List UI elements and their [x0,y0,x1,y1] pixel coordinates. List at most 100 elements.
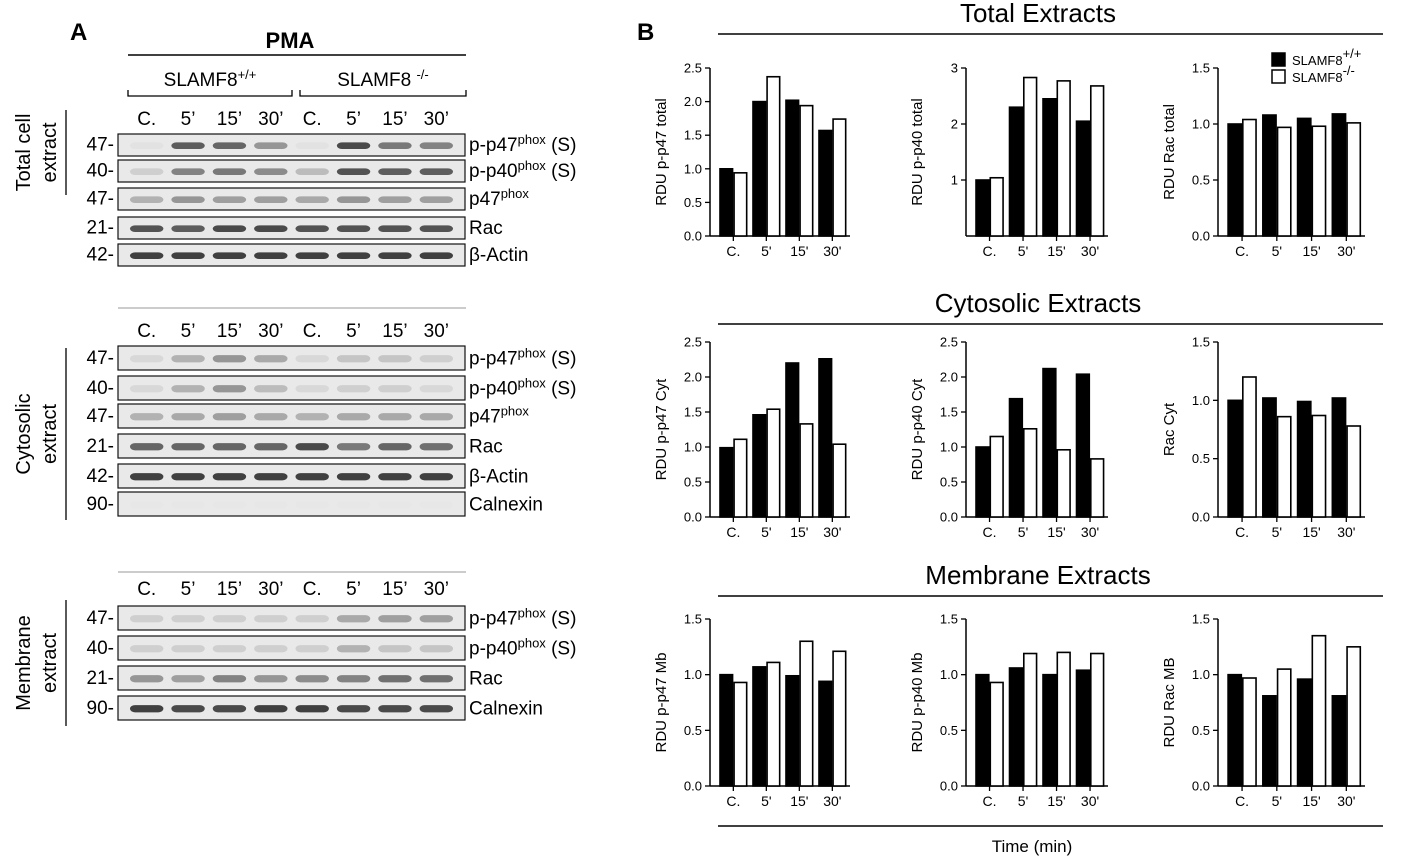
y-tick-label: 1.0 [684,440,702,455]
protein-label-sup: phox [518,635,547,650]
protein-label-suffix: (S) [546,639,577,660]
blot-row: 21- Rac [87,665,503,691]
lane-label: C. [303,579,322,600]
bar [1331,113,1347,237]
protein-label-base: p47 [469,189,501,210]
section-label-line: extract [39,122,61,182]
protein-label: β-Actin [469,245,529,266]
blot-band [171,385,205,393]
bar-chart: 0.0 0.5 1.0 1.5 2.0 2.5 RDU p-p47 total C. 5' 15'… [653,61,850,259]
y-tick-label: 1.5 [684,128,702,143]
y-tick-label: 0.0 [684,779,702,794]
blot-band [336,385,371,393]
blot-band [378,473,412,481]
blot-band [212,501,247,509]
lane-label: C. [303,109,322,130]
x-tick-label: 5' [1272,524,1282,540]
blot-strip [117,491,466,517]
blot-band [295,196,329,203]
bar [752,666,767,787]
protein-label: p-p40phox (S) [469,158,576,183]
protein-label: p47phox [469,403,529,428]
blot-band [171,645,205,653]
y-tick-label: 2.0 [684,94,702,109]
section-label: Cytosolic extract [13,393,61,474]
blot-band [336,196,371,203]
blot-band [336,615,371,623]
protein-label: β-Actin [469,467,529,488]
section-label-line: Total cell [13,114,35,192]
bar [766,75,781,237]
mw-marker: 47- [87,189,114,210]
y-tick-label: 1.5 [1192,335,1210,350]
blot-strip [117,403,466,429]
protein-label: Rac [469,669,503,690]
x-axis-title: Time (min) [992,837,1073,856]
y-tick-label: 3 [951,61,958,76]
blot-band [212,443,247,451]
protein-label: Calnexin [469,699,543,720]
protein-label-sup: phox [518,605,547,620]
bar [818,129,833,237]
y-tick-label: 0.5 [1192,451,1210,466]
blot-strip [117,695,466,721]
protein-label: p-p40phox (S) [469,375,576,400]
y-axis-label: RDU p-p40 Mb [909,652,926,752]
bar [719,673,734,787]
bar [1311,634,1327,787]
y-tick-label: 1.5 [684,612,702,627]
blot-band [212,675,247,683]
section-label: Total cell extract [13,114,61,192]
blot-band [254,615,288,623]
x-tick-label: 15' [790,793,808,809]
bar [719,168,734,237]
bar [1089,652,1105,787]
bar [1311,125,1327,237]
bar [752,100,767,237]
blot-band [254,473,288,481]
blot-band [130,645,164,653]
protein-label-suffix: (S) [546,349,577,370]
bar [1227,399,1243,518]
x-tick-label: 30' [823,793,841,809]
blot-strip [117,216,466,240]
blot-band [130,225,164,232]
y-tick-label: 1 [951,173,958,188]
blot-band [254,142,288,149]
blot-band [254,705,288,713]
blot-band [254,385,288,393]
bar [818,680,833,787]
lane-label: C. [137,321,156,342]
x-tick-label: 30' [823,243,841,259]
y-axis-label: RDU Rac MB [1161,657,1178,747]
blot-band [378,675,412,683]
protein-label: Rac [469,437,503,458]
bar-chart: 0.0 0.5 1.0 1.5 2.0 2.5 RDU p-p47 Cyt C. 5' 15' 30… [653,335,850,540]
y-tick-label: 2.5 [940,335,958,350]
bar [1042,367,1057,518]
blot-band [378,443,412,451]
blot-band [336,675,371,683]
genotype-label: SLAMF8+/+ [164,67,257,92]
protein-label-sup: phox [518,132,547,147]
blot-band [419,385,453,393]
protein-label-base: p-p47 [469,349,518,370]
x-tick-label: 30' [1081,524,1099,540]
mw-marker: 42- [87,466,114,487]
blot-band [295,615,329,623]
mw-marker: 21- [87,218,114,239]
blot-band [212,225,247,232]
lane-label: 15’ [382,109,407,130]
bar [799,640,814,787]
lane-label: 5’ [181,109,196,130]
y-tick-label: 1.5 [684,405,702,420]
bar [989,681,1004,787]
bar [989,435,1004,518]
lane-label: 5’ [346,321,361,342]
mw-marker: 40- [87,638,114,659]
genotype-label-sup: +/+ [238,67,257,82]
bar [818,357,833,518]
blot-band [295,142,329,149]
blot-band [171,168,205,175]
x-tick-label: 15' [1047,793,1065,809]
